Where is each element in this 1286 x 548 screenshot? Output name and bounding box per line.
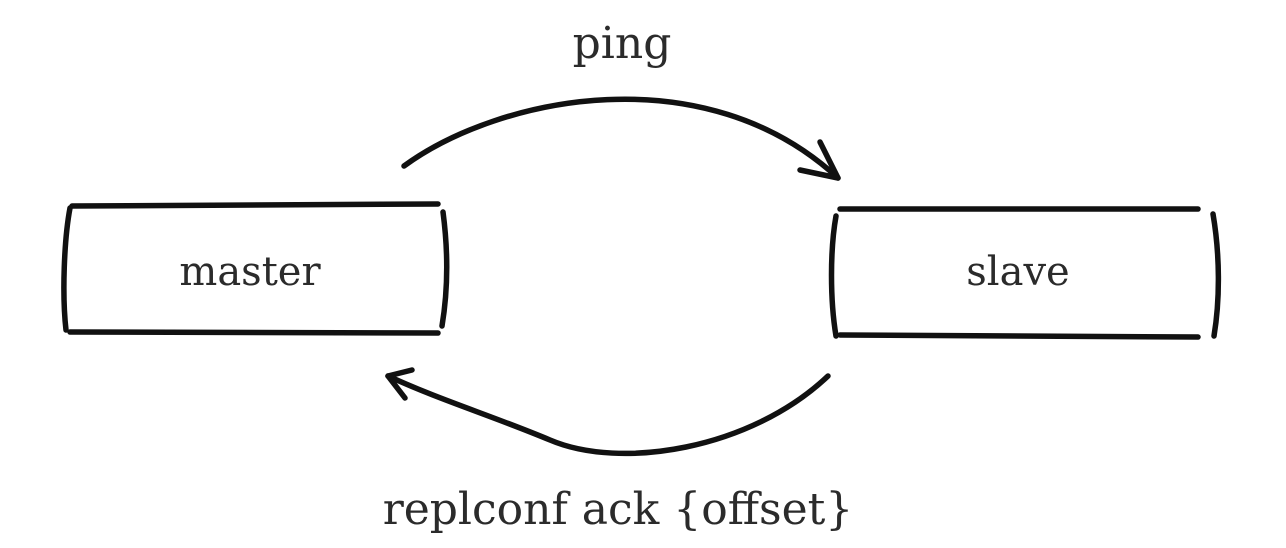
ack-arrow bbox=[385, 367, 831, 457]
master-node: master bbox=[61, 201, 450, 336]
master-label: master bbox=[179, 249, 321, 295]
ack-label: replconf ack {offset} bbox=[383, 484, 854, 535]
ping-arrow bbox=[401, 96, 841, 181]
ping-label: ping bbox=[573, 18, 672, 69]
slave-node: slave bbox=[828, 206, 1222, 340]
slave-label: slave bbox=[966, 249, 1069, 295]
